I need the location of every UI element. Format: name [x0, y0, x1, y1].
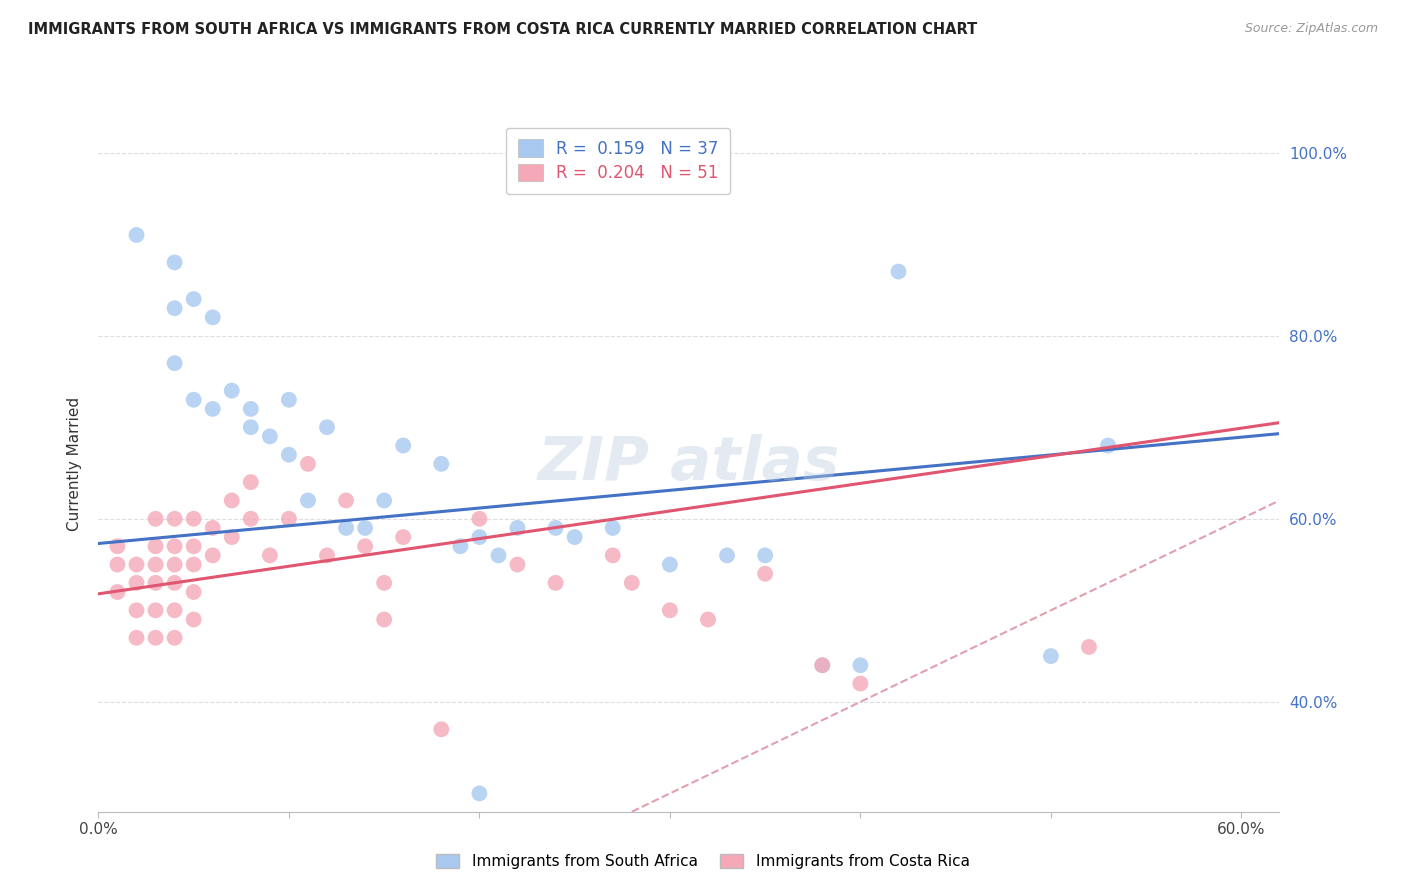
- Point: [373, 575, 395, 590]
- Point: [1039, 649, 1062, 664]
- Point: [107, 558, 129, 572]
- Point: [811, 658, 834, 673]
- Legend: Immigrants from South Africa, Immigrants from Costa Rica: Immigrants from South Africa, Immigrants…: [430, 848, 976, 875]
- Point: [107, 539, 129, 553]
- Point: [468, 786, 491, 800]
- Y-axis label: Currently Married: Currently Married: [67, 397, 83, 531]
- Point: [506, 521, 529, 535]
- Point: [221, 384, 243, 398]
- Point: [163, 255, 186, 269]
- Point: [221, 530, 243, 544]
- Point: [163, 512, 186, 526]
- Point: [183, 392, 205, 407]
- Point: [259, 429, 281, 443]
- Point: [373, 612, 395, 626]
- Point: [145, 575, 167, 590]
- Point: [544, 575, 567, 590]
- Point: [602, 521, 624, 535]
- Point: [145, 631, 167, 645]
- Point: [335, 521, 357, 535]
- Point: [754, 549, 776, 563]
- Point: [297, 493, 319, 508]
- Point: [183, 612, 205, 626]
- Text: Source: ZipAtlas.com: Source: ZipAtlas.com: [1244, 22, 1378, 36]
- Point: [125, 603, 148, 617]
- Point: [201, 521, 224, 535]
- Point: [468, 512, 491, 526]
- Point: [354, 521, 377, 535]
- Point: [239, 475, 262, 490]
- Point: [373, 493, 395, 508]
- Point: [107, 585, 129, 599]
- Point: [201, 310, 224, 325]
- Point: [183, 512, 205, 526]
- Point: [277, 512, 299, 526]
- Point: [754, 566, 776, 581]
- Point: [658, 558, 681, 572]
- Point: [183, 585, 205, 599]
- Point: [392, 530, 415, 544]
- Point: [163, 575, 186, 590]
- Point: [145, 603, 167, 617]
- Point: [506, 558, 529, 572]
- Point: [316, 420, 339, 434]
- Point: [544, 521, 567, 535]
- Point: [163, 603, 186, 617]
- Point: [259, 549, 281, 563]
- Point: [849, 658, 872, 673]
- Point: [697, 612, 720, 626]
- Point: [335, 493, 357, 508]
- Point: [468, 530, 491, 544]
- Point: [125, 631, 148, 645]
- Point: [145, 558, 167, 572]
- Point: [887, 264, 910, 278]
- Point: [163, 301, 186, 316]
- Point: [1078, 640, 1101, 654]
- Point: [658, 603, 681, 617]
- Point: [221, 493, 243, 508]
- Point: [145, 539, 167, 553]
- Point: [1097, 438, 1119, 452]
- Point: [488, 549, 510, 563]
- Point: [430, 457, 453, 471]
- Point: [201, 401, 224, 416]
- Point: [430, 723, 453, 737]
- Legend: R =  0.159   N = 37, R =  0.204   N = 51: R = 0.159 N = 37, R = 0.204 N = 51: [506, 128, 730, 194]
- Point: [183, 539, 205, 553]
- Point: [125, 575, 148, 590]
- Point: [620, 575, 643, 590]
- Point: [239, 512, 262, 526]
- Point: [163, 356, 186, 370]
- Point: [849, 676, 872, 690]
- Point: [277, 448, 299, 462]
- Point: [145, 512, 167, 526]
- Point: [602, 549, 624, 563]
- Point: [163, 539, 186, 553]
- Point: [449, 539, 471, 553]
- Point: [297, 457, 319, 471]
- Point: [316, 549, 339, 563]
- Point: [163, 558, 186, 572]
- Point: [183, 292, 205, 306]
- Point: [811, 658, 834, 673]
- Point: [716, 549, 738, 563]
- Point: [564, 530, 586, 544]
- Point: [125, 558, 148, 572]
- Text: ZIP atlas: ZIP atlas: [538, 434, 839, 493]
- Point: [354, 539, 377, 553]
- Point: [239, 401, 262, 416]
- Point: [125, 227, 148, 242]
- Point: [163, 631, 186, 645]
- Text: IMMIGRANTS FROM SOUTH AFRICA VS IMMIGRANTS FROM COSTA RICA CURRENTLY MARRIED COR: IMMIGRANTS FROM SOUTH AFRICA VS IMMIGRAN…: [28, 22, 977, 37]
- Point: [277, 392, 299, 407]
- Point: [392, 438, 415, 452]
- Point: [201, 549, 224, 563]
- Point: [239, 420, 262, 434]
- Point: [183, 558, 205, 572]
